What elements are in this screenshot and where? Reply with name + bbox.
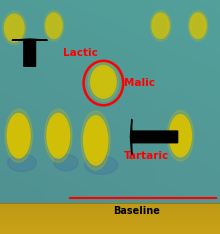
Ellipse shape [85,120,106,161]
Ellipse shape [4,14,24,42]
Ellipse shape [188,10,208,41]
Ellipse shape [85,156,118,174]
Text: Lactic: Lactic [63,48,98,58]
Ellipse shape [44,10,64,41]
Ellipse shape [84,116,108,165]
Ellipse shape [190,13,206,39]
Ellipse shape [47,15,61,37]
Ellipse shape [46,13,62,39]
Ellipse shape [45,109,72,162]
Ellipse shape [54,154,78,171]
Ellipse shape [2,11,26,45]
Ellipse shape [152,13,169,39]
Ellipse shape [93,68,114,96]
Ellipse shape [91,66,116,98]
Text: Tartaric: Tartaric [124,151,170,161]
Text: Malic: Malic [124,78,155,88]
Ellipse shape [8,154,36,172]
Ellipse shape [167,110,194,161]
Ellipse shape [5,109,32,162]
Ellipse shape [153,15,168,37]
Text: Baseline: Baseline [113,206,160,216]
Ellipse shape [169,115,191,157]
Bar [0,204,220,234]
Ellipse shape [7,113,30,158]
Ellipse shape [49,117,68,155]
Ellipse shape [6,16,23,40]
Ellipse shape [88,62,119,102]
Ellipse shape [9,117,28,155]
Ellipse shape [47,113,70,158]
Ellipse shape [171,118,190,154]
Ellipse shape [150,10,171,41]
Ellipse shape [191,15,205,37]
Ellipse shape [81,111,110,170]
